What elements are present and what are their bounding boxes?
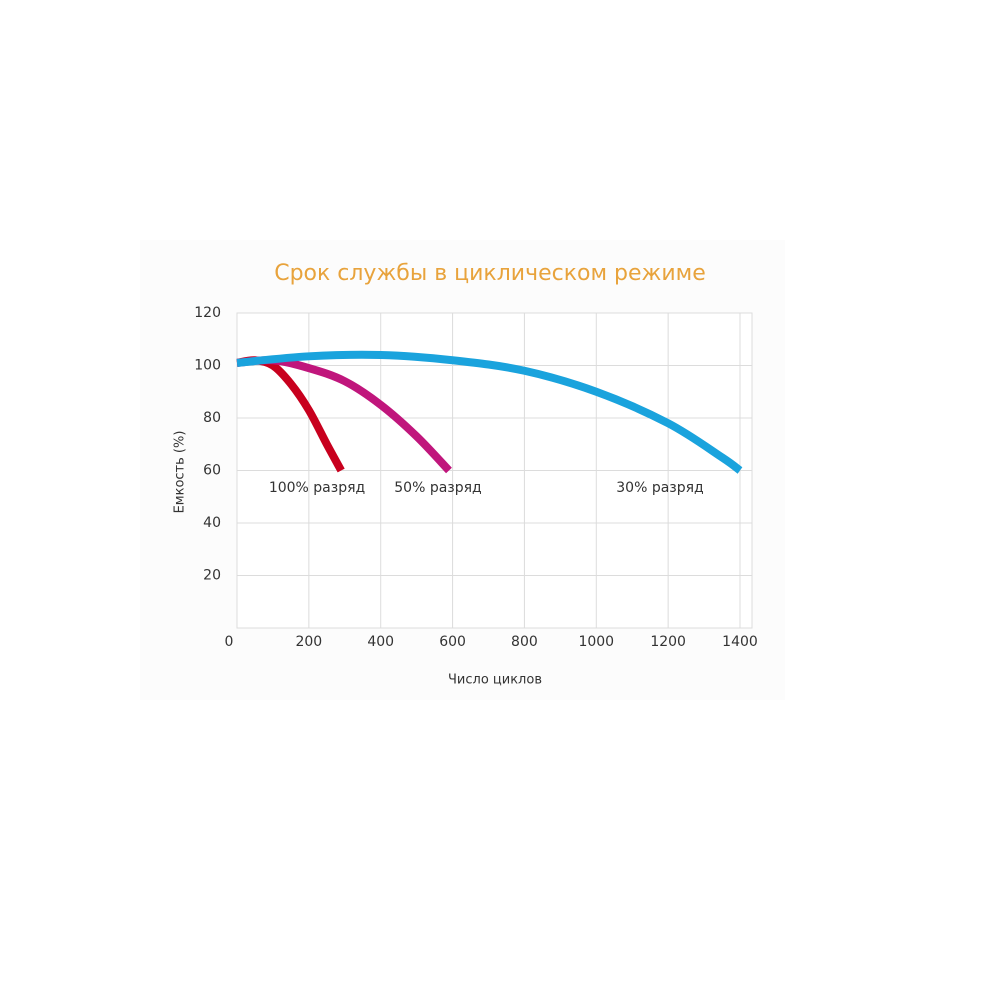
y-tick-label: 120 xyxy=(194,305,221,321)
series-label: 100% разряд xyxy=(269,480,365,496)
y-tick-label: 60 xyxy=(203,463,221,479)
y-tick-label: 100 xyxy=(194,358,221,374)
y-tick-label: 40 xyxy=(203,515,221,531)
x-tick-label: 400 xyxy=(367,634,394,650)
x-tick-label: 800 xyxy=(511,634,538,650)
x-tick-label: 200 xyxy=(295,634,322,650)
x-tick-label: 1400 xyxy=(722,634,758,650)
series-label: 30% разряд xyxy=(616,480,703,496)
y-tick-label: 20 xyxy=(203,568,221,584)
x-tick-label: 0 xyxy=(225,634,234,650)
x-tick-label: 600 xyxy=(439,634,466,650)
chart-title: Срок службы в циклическом режиме xyxy=(274,261,706,286)
x-tick-label: 1200 xyxy=(650,634,686,650)
x-tick-label: 1000 xyxy=(578,634,614,650)
y-tick-label: 80 xyxy=(203,410,221,426)
series-line xyxy=(236,350,743,474)
x-axis-label: Число циклов xyxy=(448,673,542,688)
series-label: 50% разряд xyxy=(394,480,481,496)
y-axis-label: Емкость (%) xyxy=(173,431,188,514)
